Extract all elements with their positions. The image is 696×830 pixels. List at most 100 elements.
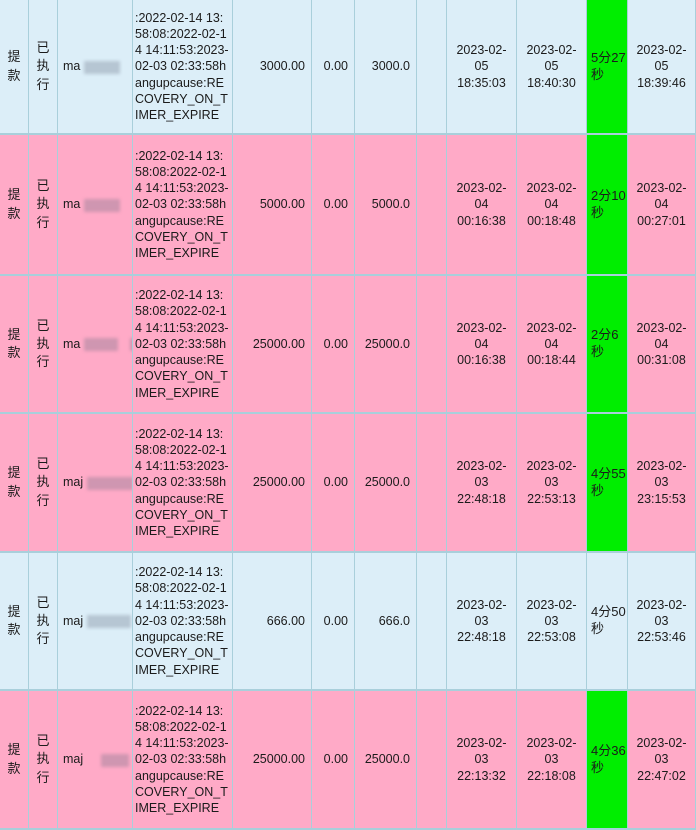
start-time-value: 2023-02-03 22:48:18 [456, 597, 507, 645]
detail-log-text: :2022-02-14 13:58:08:2022-02-14 14:11:53… [135, 148, 229, 261]
cell-withdraw-type: 提款 [0, 276, 29, 412]
amount-value: 25000.00 [252, 336, 305, 351]
redacted-username [83, 751, 130, 767]
cell-withdraw-type: 提款 [0, 553, 29, 689]
duration-value: 4分50秒 [591, 604, 626, 636]
table-row: 提款 已执行 ma :2022-02-14 13:58:08:2022-02-1… [0, 135, 696, 276]
cell-detail-log: :2022-02-14 13:58:08:2022-02-14 14:11:53… [133, 691, 233, 828]
amount-value: 25000.00 [252, 752, 305, 767]
actual-amount-value: 25000.0 [364, 752, 410, 767]
process-time-value: 2023-02-05 18:40:30 [526, 43, 577, 90]
cell-amount: 25000.00 [233, 414, 312, 551]
cell-status: 已执行 [29, 276, 58, 412]
withdraw-type-label: 提款 [7, 187, 21, 221]
amount-value: 25000.00 [252, 475, 305, 490]
cell-withdraw-type: 提款 [0, 691, 29, 828]
cell-username: maj [58, 691, 133, 828]
finish-time-value: 2023-02-05 18:39:46 [636, 43, 687, 90]
cell-process-time: 2023-02-04 00:18:44 [517, 276, 587, 412]
fee-value: 0.00 [323, 613, 348, 628]
duration-value: 5分27秒 [591, 49, 626, 82]
cell-withdraw-type: 提款 [0, 0, 29, 133]
status-label: 已执行 [36, 733, 50, 785]
cell-fee: 0.00 [312, 0, 355, 133]
cell-finish-time: 2023-02-05 18:39:46 [628, 0, 696, 133]
start-time-value: 2023-02-04 00:16:38 [456, 320, 507, 368]
cell-process-time: 2023-02-04 00:18:48 [517, 135, 587, 274]
cell-empty [417, 276, 447, 412]
redacted-username [80, 336, 132, 352]
cell-process-time: 2023-02-03 22:53:13 [517, 414, 587, 551]
cell-withdraw-type: 提款 [0, 414, 29, 551]
cell-finish-time: 2023-02-04 00:27:01 [628, 135, 696, 274]
table-row: 提款 已执行 maj :2022-02-14 13:58:08:2022-02-… [0, 691, 696, 830]
cell-start-time: 2023-02-03 22:48:18 [447, 414, 517, 551]
start-time-value: 2023-02-05 18:35:03 [456, 43, 507, 90]
redacted-text-block [84, 198, 121, 212]
username-prefix: maj [63, 613, 84, 628]
duration-value: 2分10秒 [591, 187, 626, 220]
cell-empty [417, 553, 447, 689]
cell-finish-time: 2023-02-03 22:47:02 [628, 691, 696, 828]
table-row: 提款 已执行 ma :2022-02-14 13:58:08:2022-02-1… [0, 0, 696, 135]
cell-start-time: 2023-02-03 22:13:32 [447, 691, 517, 828]
process-time-value: 2023-02-03 22:53:08 [526, 597, 577, 645]
cell-status: 已执行 [29, 414, 58, 551]
cell-finish-time: 2023-02-04 00:31:08 [628, 276, 696, 412]
username-prefix: maj [63, 475, 84, 490]
redacted-username [83, 613, 132, 629]
table-row: 提款 已执行 maj :2022-02-14 13:58:08:2022-02-… [0, 414, 696, 553]
cell-fee: 0.00 [312, 553, 355, 689]
cell-amount: 3000.00 [233, 0, 312, 133]
cell-duration: 2分6秒 [587, 276, 628, 412]
duration-value: 4分55秒 [591, 465, 626, 498]
cell-empty [417, 691, 447, 828]
cell-actual-amount: 25000.0 [355, 276, 417, 412]
cell-actual-amount: 3000.0 [355, 0, 417, 133]
redacted-text-block [84, 338, 119, 352]
cell-empty [417, 414, 447, 551]
cell-amount: 5000.00 [233, 135, 312, 274]
process-time-value: 2023-02-03 22:53:13 [526, 459, 577, 506]
redacted-text-block [87, 615, 132, 629]
cell-start-time: 2023-02-04 00:16:38 [447, 276, 517, 412]
actual-amount-value: 25000.0 [364, 336, 410, 351]
cell-process-time: 2023-02-03 22:18:08 [517, 691, 587, 828]
status-label: 已执行 [36, 317, 50, 370]
status-label: 已执行 [36, 594, 50, 647]
cell-username: maj [58, 553, 133, 689]
cell-actual-amount: 25000.0 [355, 691, 417, 828]
actual-amount-value: 3000.0 [371, 59, 410, 74]
withdraw-type-label: 提款 [7, 603, 21, 637]
table-row: 提款 已执行 maj :2022-02-14 13:58:08:2022-02-… [0, 553, 696, 691]
amount-value: 3000.00 [259, 59, 305, 74]
cell-fee: 0.00 [312, 276, 355, 412]
cell-username: ma [58, 0, 133, 133]
finish-time-value: 2023-02-04 00:31:08 [636, 320, 687, 368]
redacted-text-block [130, 338, 132, 352]
cell-duration: 4分36秒 [587, 691, 628, 828]
withdraw-type-label: 提款 [7, 465, 21, 499]
fee-value: 0.00 [323, 475, 348, 490]
cell-start-time: 2023-02-05 18:35:03 [447, 0, 517, 133]
table-row: 提款 已执行 ma :2022-02-14 13:58:08:2022-02-1… [0, 276, 696, 414]
cell-finish-time: 2023-02-03 23:15:53 [628, 414, 696, 551]
withdraw-type-label: 提款 [7, 742, 21, 776]
cell-status: 已执行 [29, 553, 58, 689]
duration-value: 4分36秒 [591, 742, 626, 775]
cell-process-time: 2023-02-05 18:40:30 [517, 0, 587, 133]
cell-detail-log: :2022-02-14 13:58:08:2022-02-14 14:11:53… [133, 414, 233, 551]
finish-time-value: 2023-02-03 22:47:02 [636, 736, 687, 783]
status-label: 已执行 [36, 456, 50, 508]
finish-time-value: 2023-02-03 23:15:53 [636, 459, 687, 506]
cell-detail-log: :2022-02-14 13:58:08:2022-02-14 14:11:53… [133, 276, 233, 412]
cell-duration: 2分10秒 [587, 135, 628, 274]
cell-status: 已执行 [29, 0, 58, 133]
cell-finish-time: 2023-02-03 22:53:46 [628, 553, 696, 689]
actual-amount-value: 666.0 [378, 613, 410, 628]
detail-log-text: :2022-02-14 13:58:08:2022-02-14 14:11:53… [135, 703, 229, 816]
cell-empty [417, 135, 447, 274]
cell-empty [417, 0, 447, 133]
redacted-text-block [87, 476, 132, 490]
cell-start-time: 2023-02-03 22:48:18 [447, 553, 517, 689]
